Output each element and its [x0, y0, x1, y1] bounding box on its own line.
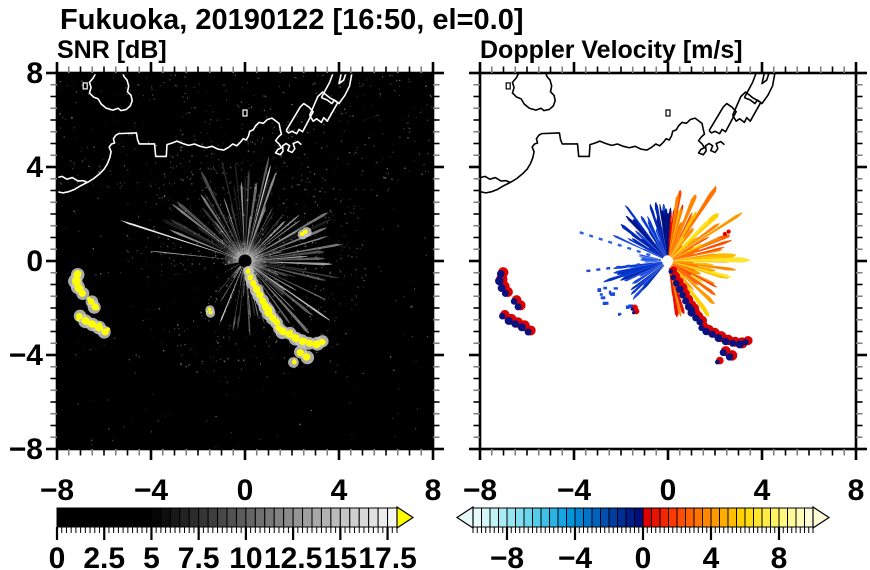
- vel-colorbar: −8 −4 0 4 8: [455, 505, 831, 570]
- snr-colorbar-tick-label: 5: [143, 542, 160, 570]
- snr-high-echoes: [68, 227, 329, 368]
- snr-x-tick-label: 8: [425, 474, 442, 507]
- coastline: [708, 102, 737, 135]
- snr-colorbar: 0 2.5 5 7.5 10 12.5 15 17.5: [49, 505, 417, 570]
- snr-panel: [57, 73, 433, 449]
- snr-y-tick-label: 4: [26, 151, 43, 184]
- vel-x-tick-label: 4: [754, 474, 771, 507]
- snr-y-tick-label: 8: [26, 57, 43, 90]
- snr-y-tick-label: −8: [9, 433, 43, 466]
- snr-colorbar-over-arrow: [396, 505, 415, 530]
- coastline: [285, 102, 314, 135]
- snr-colorbar-tick-label: 2.5: [83, 542, 125, 570]
- vel-axes: −8 −4 0 4 8: [463, 62, 867, 507]
- coastline: [57, 117, 302, 194]
- coastline-islet: [242, 109, 248, 117]
- vel-colorbar-tick-label: 0: [635, 542, 652, 570]
- coastline-islet: [82, 82, 88, 90]
- vel-x-tick-label: 0: [660, 474, 677, 507]
- coastline-islet: [505, 82, 511, 90]
- vel-colorbar-over-arrow: [812, 505, 831, 530]
- snr-colorbar-tick-label: 17.5: [358, 542, 416, 570]
- vel-echoes: [495, 229, 753, 365]
- snr-axes: −8 8 −4 4 0 0 4 −4 8 −8: [9, 57, 444, 507]
- vel-colorbar-tick-label: −8: [490, 542, 524, 570]
- vel-colorbar-under-arrow: [455, 505, 474, 530]
- vel-panel-title: Doppler Velocity [m/s]: [480, 36, 743, 64]
- snr-x-tick-label: 0: [237, 474, 254, 507]
- coastline: [308, 91, 339, 124]
- vel-x-tick-label: 8: [848, 474, 865, 507]
- snr-x-tick-label: −4: [134, 474, 169, 507]
- coastline: [480, 175, 511, 184]
- vel-colorbar-tick-label: 8: [771, 542, 788, 570]
- snr-colorbar-tick-label: 15: [324, 542, 357, 570]
- snr-colorbar-tick-label: 10: [229, 542, 262, 570]
- coastline: [88, 73, 133, 112]
- vel-panel: [480, 73, 856, 449]
- vel-x-tick-label: −8: [463, 474, 497, 507]
- figure-title: Fukuoka, 20190122 [16:50, el=0.0]: [60, 4, 524, 36]
- coastline: [320, 73, 353, 105]
- snr-y-tick-label: −4: [9, 339, 44, 372]
- coastline-islet: [665, 109, 671, 117]
- vel-radar-center: [663, 256, 673, 266]
- snr-colorbar-tick-label: 7.5: [178, 542, 220, 570]
- snr-panel-title: SNR [dB]: [57, 36, 167, 64]
- coastline: [57, 175, 88, 184]
- snr-y-tick-label: 0: [26, 245, 43, 278]
- snr-x-tick-label: 4: [331, 474, 348, 507]
- vel-colorbar-tick-label: 4: [703, 542, 720, 570]
- coastline: [731, 91, 762, 124]
- vel-colorbar-tick-label: −4: [558, 542, 593, 570]
- snr-colorbar-tick-label: 12.5: [264, 542, 322, 570]
- snr-x-tick-label: −8: [40, 474, 74, 507]
- vel-x-tick-label: −4: [557, 474, 592, 507]
- coastline: [743, 73, 776, 105]
- snr-radar-center: [238, 254, 252, 268]
- coastline: [511, 73, 557, 112]
- snr-colorbar-tick-label: 0: [49, 542, 66, 570]
- coastline: [480, 117, 725, 194]
